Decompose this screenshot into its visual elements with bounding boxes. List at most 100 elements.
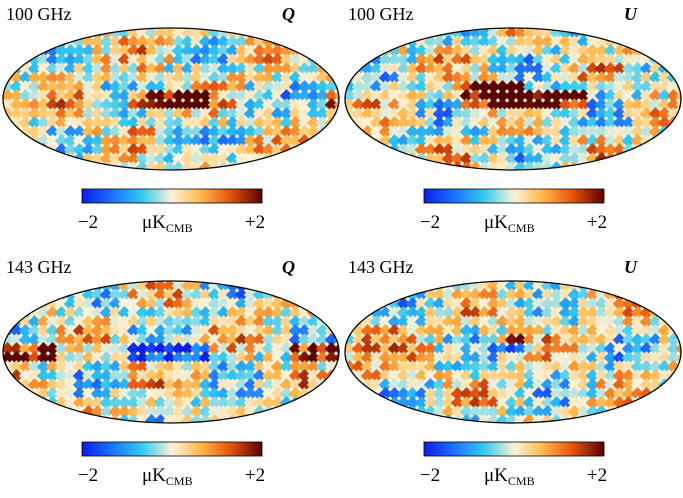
map-pixel — [540, 143, 555, 157]
map-pixel — [90, 89, 105, 103]
map-pixel — [468, 134, 483, 148]
map-pixel — [243, 143, 258, 157]
map-pixel — [72, 107, 87, 121]
map-pixel — [27, 107, 42, 121]
map-pixel — [54, 44, 69, 58]
map-pixel — [549, 134, 564, 148]
map-panel: 100 GHz U −2 +2 μKCMB — [344, 4, 682, 235]
map-pixel — [18, 71, 33, 85]
map-pixel — [540, 134, 555, 148]
colorbar — [81, 441, 263, 457]
map-pixel — [207, 134, 222, 148]
map-pixel — [225, 134, 240, 148]
map-pixel — [198, 161, 213, 170]
map-pixel — [90, 143, 105, 157]
colorbar-min-label: −2 — [420, 212, 440, 233]
map-pixel — [198, 152, 213, 166]
map-pixel — [216, 152, 231, 166]
map-pixel — [45, 53, 60, 67]
map-pixel — [54, 80, 69, 94]
map-pixel — [45, 71, 60, 85]
map-pixel — [117, 80, 132, 94]
map-pixel — [144, 134, 159, 148]
map-pixel — [108, 89, 123, 103]
map-pixel — [72, 80, 87, 94]
map-pixel — [81, 89, 96, 103]
map-pixel — [90, 98, 105, 112]
colorbar-min-label: −2 — [420, 465, 440, 486]
colorbar-max-label: +2 — [587, 212, 607, 233]
map-pixel — [612, 134, 627, 148]
map-pixel — [90, 125, 105, 139]
map-pixel — [198, 134, 213, 148]
map-pixel — [99, 71, 114, 85]
map-pixel — [117, 116, 132, 130]
colorbar — [423, 188, 605, 204]
map-pixel — [594, 143, 609, 157]
map-pixel — [81, 80, 96, 94]
map-pixel — [45, 107, 60, 121]
map-pixel — [495, 152, 510, 166]
map-pixel — [180, 134, 195, 148]
map-pixel — [144, 152, 159, 166]
map-pixel — [72, 134, 87, 148]
map-pixel — [63, 98, 78, 112]
map-pixel — [54, 89, 69, 103]
map-pixel — [126, 143, 141, 157]
map-pixel — [45, 62, 60, 76]
map-pixel — [549, 143, 564, 157]
map-pixel — [72, 71, 87, 85]
map-pixel — [117, 53, 132, 67]
map-pixel — [54, 134, 69, 148]
map-pixel — [108, 134, 123, 148]
map-pixel — [54, 71, 69, 85]
map-pixel — [189, 152, 204, 166]
map-pixel — [171, 134, 186, 148]
map-pixel — [45, 116, 60, 130]
map-pixel — [72, 53, 87, 67]
map-pixel — [72, 98, 87, 112]
map-pixel — [216, 134, 231, 148]
map-pixel — [81, 62, 96, 76]
map-pixel — [153, 152, 168, 166]
sky-map — [345, 281, 681, 423]
map-pixel — [567, 152, 582, 166]
map-pixel — [585, 134, 600, 148]
map-pixel — [27, 116, 42, 130]
map-pixel — [576, 134, 591, 148]
map-pixel — [108, 143, 123, 157]
map-pixel — [108, 80, 123, 94]
map-pixel — [243, 134, 258, 148]
frequency-label: 143 GHz — [6, 257, 72, 277]
map-pixel — [621, 134, 636, 148]
map-pixel — [90, 35, 105, 49]
map-pixel — [486, 143, 501, 157]
map-outline — [2, 280, 340, 424]
map-panel: 143 GHz Q −2 +2 μKCMB — [2, 257, 340, 488]
map-pixel — [189, 143, 204, 157]
map-pixel — [45, 80, 60, 94]
map-pixel — [45, 89, 60, 103]
map-pixel — [99, 152, 114, 166]
map-pixel — [135, 134, 150, 148]
map-pixel — [18, 80, 33, 94]
map-pixel — [99, 143, 114, 157]
map-pixel — [207, 143, 222, 157]
map-pixel — [27, 89, 42, 103]
colorbar-max-label: +2 — [245, 465, 265, 486]
map-pixel — [144, 161, 159, 170]
map-pixel — [162, 134, 177, 148]
sky-map — [3, 281, 339, 423]
map-pixel — [126, 152, 141, 166]
map-pixel — [117, 134, 132, 148]
map-pixel — [54, 98, 69, 112]
map-pixel — [99, 107, 114, 121]
map-pixel — [81, 98, 96, 112]
map-pixel — [63, 62, 78, 76]
map-pixel — [36, 107, 51, 121]
map-pixel — [126, 134, 141, 148]
map-pixel — [63, 89, 78, 103]
map-pixel — [72, 44, 87, 58]
map-pixel — [567, 134, 582, 148]
map-pixel — [513, 152, 528, 166]
